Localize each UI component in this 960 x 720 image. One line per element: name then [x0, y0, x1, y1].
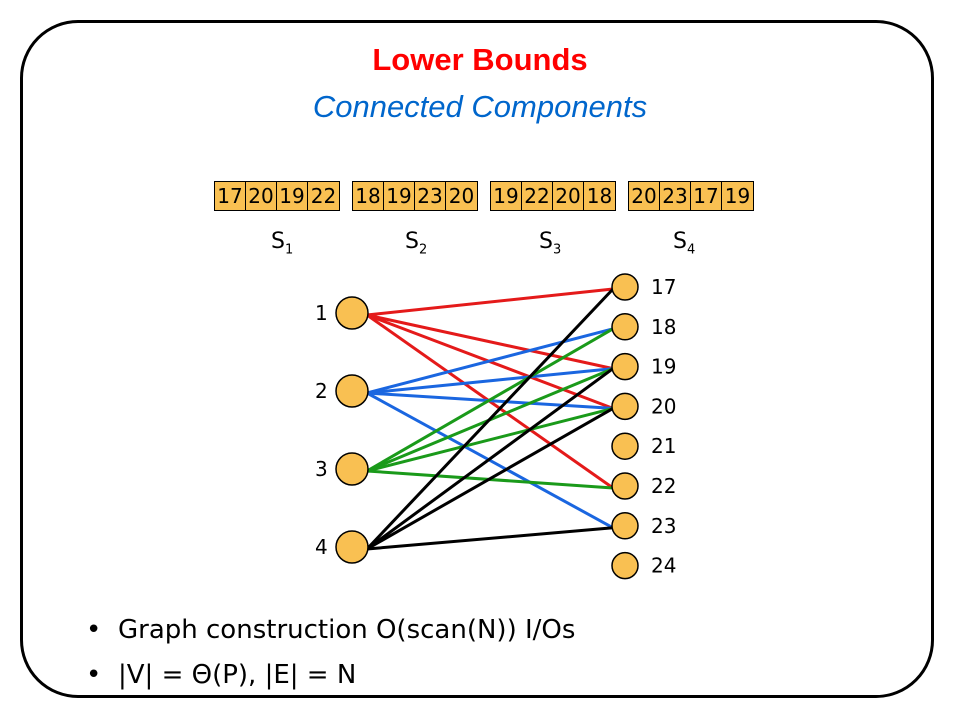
sequence-cell: 19 — [384, 182, 415, 210]
right-node-21-label: 21 — [651, 434, 676, 458]
bullet-list: Graph construction O(scan(N)) I/Os|V| = … — [86, 610, 575, 700]
sequence-cell: 22 — [522, 182, 553, 210]
right-node-23 — [611, 512, 639, 540]
edge-2-19 — [366, 367, 614, 395]
right-node-19-label: 19 — [651, 355, 676, 379]
sequence-3: 19 22 20 18 — [490, 181, 616, 211]
right-node-22-label: 22 — [651, 474, 676, 498]
sequence-cell: 17 — [215, 182, 246, 210]
right-node-24-label: 24 — [651, 554, 676, 578]
sequence-cell: 18 — [353, 182, 384, 210]
edge-3-20 — [366, 406, 614, 473]
sequence-label-1: S1 — [271, 229, 294, 258]
right-node-24 — [611, 551, 639, 580]
sequence-cell: 23 — [415, 182, 446, 210]
left-node-2-label: 2 — [315, 379, 328, 403]
sequence-cell: 23 — [660, 182, 691, 210]
slide-title: Lower Bounds — [372, 42, 588, 77]
right-node-23-label: 23 — [651, 514, 676, 538]
right-node-18 — [611, 313, 639, 341]
edge-1-19 — [366, 313, 614, 371]
right-node-22 — [611, 472, 639, 500]
edge-4-20 — [366, 407, 614, 551]
sequence-cell: 20 — [629, 182, 660, 210]
right-node-20 — [611, 392, 639, 421]
sequence-cell: 22 — [310, 184, 337, 208]
right-node-18-label: 18 — [651, 315, 676, 339]
sequence-label-3: S3 — [539, 229, 562, 258]
edge-4-19 — [366, 367, 614, 551]
sequence-cell: 17 — [691, 182, 722, 210]
sequence-cell: 20 — [246, 182, 277, 210]
left-node-1 — [335, 296, 369, 330]
sequence-4: 20 23 17 19 — [628, 181, 754, 211]
left-node-3 — [335, 452, 369, 486]
right-node-19 — [611, 352, 639, 381]
bullet-item: Graph construction O(scan(N)) I/Os — [86, 610, 575, 655]
bullet-item: |V| = Θ(P), |E| = N — [86, 655, 575, 700]
left-node-4 — [335, 530, 369, 564]
sequence-label-4: S4 — [673, 229, 696, 258]
edge-1-17 — [366, 287, 614, 317]
sequence-2: 18 19 23 20 — [352, 181, 478, 211]
right-node-20-label: 20 — [651, 394, 676, 418]
left-node-3-label: 3 — [315, 457, 328, 481]
sequence-cell: 19 — [491, 182, 522, 210]
sequence-cell: 20 — [448, 184, 475, 208]
right-node-21 — [611, 432, 639, 460]
sequence-1: 17 20 19 22 — [214, 181, 340, 211]
left-node-1-label: 1 — [315, 301, 328, 325]
sequence-cell: 19 — [277, 182, 308, 210]
slide-subtitle: Connected Components — [312, 89, 648, 124]
sequence-cell: 20 — [553, 182, 584, 210]
edge-4-23 — [366, 526, 614, 551]
edge-3-18 — [366, 327, 614, 473]
right-node-17-label: 17 — [651, 275, 676, 299]
edge-2-18 — [366, 327, 614, 395]
sequence-cell: 18 — [586, 184, 613, 208]
left-node-4-label: 4 — [315, 535, 328, 559]
right-node-17 — [611, 273, 639, 301]
sequence-cell: 19 — [724, 184, 751, 208]
sequence-label-2: S2 — [405, 229, 428, 258]
left-node-2 — [335, 374, 369, 408]
edge-4-17 — [365, 287, 615, 551]
